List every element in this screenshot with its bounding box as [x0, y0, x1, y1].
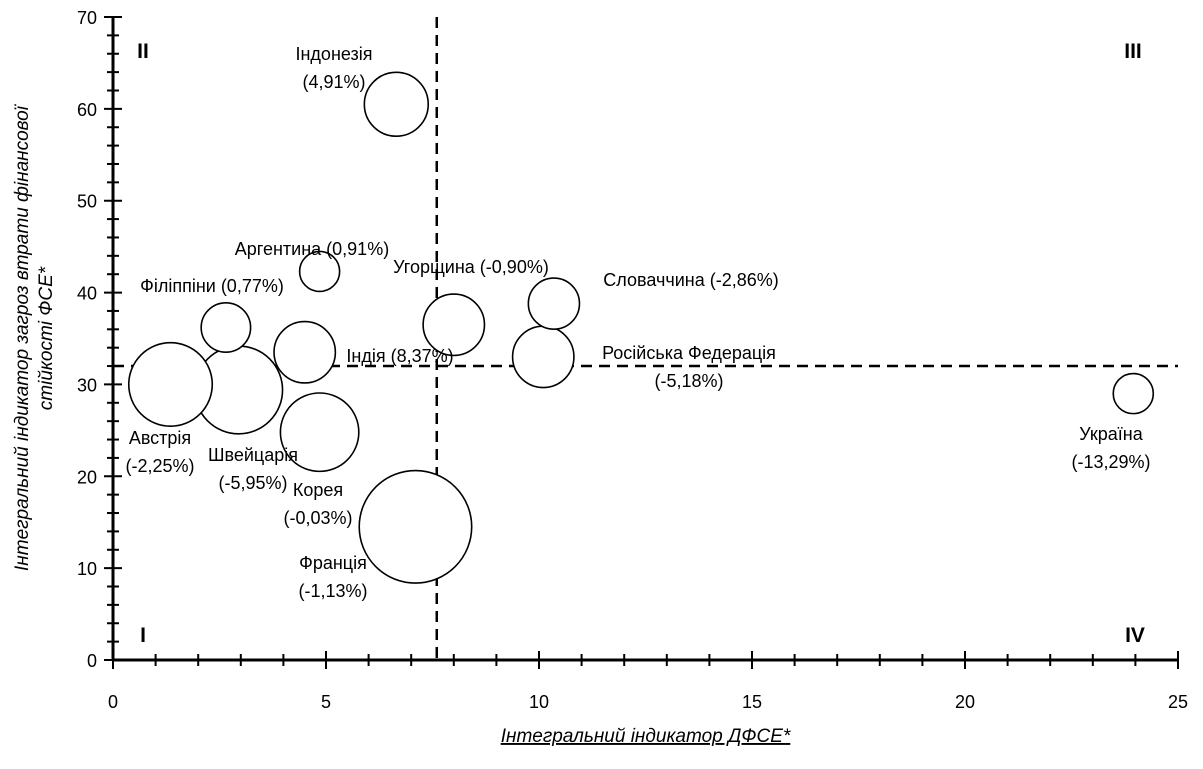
bubble — [200, 301, 252, 353]
quadrant-label: I — [140, 624, 146, 647]
y-tick-label: 50 — [77, 192, 97, 212]
y-tick-label: 20 — [77, 467, 97, 487]
bubble — [511, 325, 575, 389]
bubble — [363, 71, 430, 138]
x-tick-label: 25 — [1168, 692, 1188, 712]
bubble-label: (-5,18%) — [654, 371, 723, 391]
x-axis-title: Інтегральний індикатор ДФСЕ* — [501, 726, 791, 747]
x-tick-label: 5 — [321, 692, 331, 712]
x-tick-label: 0 — [108, 692, 118, 712]
bubble-label: (-1,13%) — [298, 581, 367, 601]
x-tick-label: 10 — [529, 692, 549, 712]
bubble — [127, 341, 214, 427]
bubble-label: (-13,29%) — [1071, 452, 1150, 472]
bubble-label: Угорщина (-0,90%) — [393, 257, 549, 277]
y-tick-label: 70 — [77, 8, 97, 28]
bubble-label: Словаччина (-2,86%) — [603, 270, 778, 290]
x-tick-label: 20 — [955, 692, 975, 712]
bubble — [273, 320, 337, 384]
bubble — [1112, 372, 1155, 415]
quadrant-label: IV — [1125, 624, 1145, 647]
quadrant-label: II — [137, 40, 149, 63]
bubble-label: Австрія — [129, 428, 191, 448]
bubble — [298, 250, 341, 293]
bubble — [358, 469, 473, 584]
y-tick-label: 30 — [77, 375, 97, 395]
bubble-label: Україна — [1079, 424, 1143, 444]
bubble — [279, 392, 360, 473]
bubble-label: Індія (8,37%) — [346, 346, 453, 366]
bubble-label: (4,91%) — [302, 72, 365, 92]
bubble-label: Філіппіни (0,77%) — [140, 276, 284, 296]
bubble-label: Франція — [299, 553, 367, 573]
bubble-label: Корея — [293, 480, 343, 500]
y-axis-title-line: Інтегральний індикатор загроз втрати фін… — [12, 103, 33, 571]
bubble-label: (-2,25%) — [125, 456, 194, 476]
bubble-label: Індонезія — [295, 44, 372, 64]
y-tick-label: 0 — [87, 651, 97, 671]
x-tick-label: 15 — [742, 692, 762, 712]
bubble — [422, 293, 486, 357]
bubble-label: Аргентина (0,91%) — [235, 239, 389, 259]
quadrant-label: III — [1124, 40, 1142, 63]
bubble — [527, 277, 581, 330]
y-axis-title-line: стійкості ФСЕ* — [36, 266, 57, 410]
bubble-label: Швейцарія — [208, 445, 298, 465]
y-tick-label: 60 — [77, 100, 97, 120]
y-tick-label: 40 — [77, 284, 97, 304]
bubble-label: (-0,03%) — [283, 508, 352, 528]
bubble-label: (-5,95%) — [218, 473, 287, 493]
y-axis-title: Інтегральний індикатор загроз втрати фін… — [12, 103, 57, 571]
y-tick-label: 10 — [77, 559, 97, 579]
bubble-label: Російська Федерація — [602, 343, 776, 363]
